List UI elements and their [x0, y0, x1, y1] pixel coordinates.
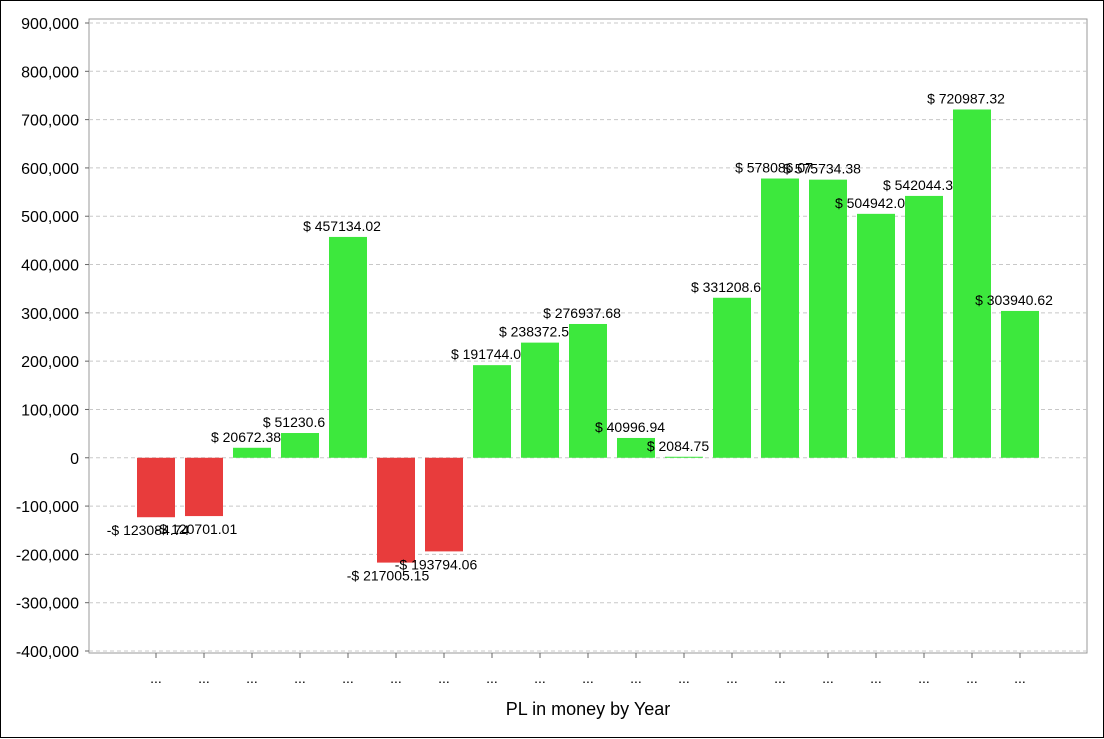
- x-tick-label: ...: [198, 670, 210, 686]
- bar: [665, 456, 703, 458]
- bar: [905, 195, 943, 458]
- data-label: $ 457134.02: [303, 218, 381, 234]
- data-label: $ 575734.38: [783, 161, 861, 177]
- y-tick-label: -400,000: [16, 644, 79, 661]
- data-label: $ 720987.32: [927, 90, 1005, 106]
- data-label: $ 504942.0: [835, 195, 905, 211]
- bar: [857, 213, 895, 458]
- data-label: $ 542044.3: [883, 177, 953, 193]
- grid-lines: [89, 22, 1087, 652]
- bar: [377, 457, 415, 563]
- x-tick-label: ...: [918, 670, 930, 686]
- bar: [281, 433, 319, 458]
- data-label: $ 20672.38: [211, 429, 281, 445]
- data-label: $ 238372.5: [499, 324, 569, 340]
- y-tick-label: -100,000: [16, 499, 79, 516]
- y-tick-label: 600,000: [21, 161, 79, 178]
- y-tick-label: -300,000: [16, 596, 79, 613]
- x-axis-title: PL in money by Year: [506, 699, 670, 719]
- data-label: $ 191744.0: [451, 346, 521, 362]
- bar: [617, 437, 655, 458]
- y-tick-label: 0: [70, 451, 79, 468]
- x-tick-label: ...: [870, 670, 882, 686]
- x-axis-ticks: ........................................…: [150, 653, 1026, 686]
- bar: [473, 365, 511, 458]
- x-tick-label: ...: [774, 670, 786, 686]
- y-tick-label: 700,000: [21, 113, 79, 130]
- x-tick-label: ...: [726, 670, 738, 686]
- x-tick-label: ...: [438, 670, 450, 686]
- bar: [761, 178, 799, 458]
- bar: [521, 342, 559, 458]
- data-label: -$ 217005.15: [347, 568, 430, 584]
- x-tick-label: ...: [582, 670, 594, 686]
- data-label: $ 303940.62: [975, 292, 1053, 308]
- bar: [425, 457, 463, 552]
- y-axis-ticks: 900,000 800,000 700,000 600,000 500,000 400,0…: [16, 16, 89, 661]
- bars: [137, 109, 1039, 563]
- data-label: -$ 193794.06: [395, 556, 478, 572]
- x-tick-label: ...: [246, 670, 258, 686]
- bar: [137, 457, 175, 518]
- x-tick-label: ...: [966, 670, 978, 686]
- x-tick-label: ...: [678, 670, 690, 686]
- data-label: -$ 123084.74: [107, 522, 190, 538]
- x-tick-label: ...: [150, 670, 162, 686]
- bar: [329, 236, 367, 458]
- bar: [953, 109, 991, 458]
- x-tick-label: ...: [390, 670, 402, 686]
- data-label: $ 578086.07: [735, 160, 813, 176]
- x-tick-label: ...: [534, 670, 546, 686]
- bar: [809, 179, 847, 458]
- data-label: $ 276937.68: [543, 305, 621, 321]
- bar: [1001, 310, 1039, 458]
- data-labels: -$ 123084.74-$ 120701.01 $ 20672.38$ 5123…: [107, 90, 1053, 583]
- x-tick-label: ...: [822, 670, 834, 686]
- x-tick-label: ...: [342, 670, 354, 686]
- x-tick-label: ...: [1014, 670, 1026, 686]
- bar: [713, 297, 751, 458]
- x-tick-label: ...: [486, 670, 498, 686]
- y-tick-label: 100,000: [21, 402, 79, 419]
- y-tick-label: -200,000: [16, 547, 79, 564]
- x-tick-label: ...: [630, 670, 642, 686]
- data-label: -$ 120701.01: [155, 521, 238, 537]
- x-tick-label: ...: [294, 670, 306, 686]
- data-label: $ 51230.6: [263, 414, 325, 430]
- y-tick-label: 900,000: [21, 16, 79, 33]
- bar: [569, 323, 607, 458]
- y-tick-label: 200,000: [21, 354, 79, 371]
- data-label: $ 2084.75: [647, 438, 709, 454]
- data-label: $ 40996.94: [595, 419, 665, 435]
- y-tick-label: 400,000: [21, 258, 79, 275]
- y-tick-label: 800,000: [21, 64, 79, 81]
- y-tick-label: 300,000: [21, 306, 79, 323]
- bar: [185, 457, 223, 517]
- data-label: $ 331208.6: [691, 279, 761, 295]
- y-tick-label: 500,000: [21, 209, 79, 226]
- bar: [233, 447, 271, 458]
